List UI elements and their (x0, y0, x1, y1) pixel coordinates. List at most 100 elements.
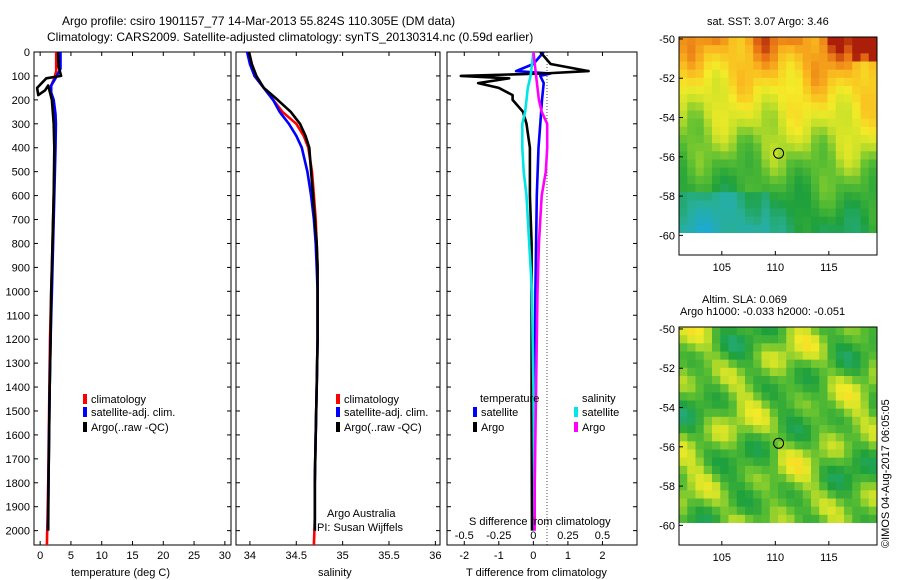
figure-title-line2: Climatology: CARS2009. Satellite-adjuste… (47, 30, 533, 44)
difference-depth-ticks (447, 51, 637, 532)
heatmap-cell (852, 327, 862, 336)
heatmap-cell (679, 457, 688, 467)
heatmap-cell (728, 143, 738, 152)
heatmap-cell (769, 167, 779, 177)
heatmap-cell (860, 408, 870, 418)
heatmap-cell (753, 94, 763, 103)
heatmap-cell (712, 416, 721, 426)
heatmap-cell (827, 482, 837, 491)
heatmap-cell (778, 367, 787, 377)
heatmap-cell (778, 216, 787, 226)
heatmap-cell (695, 37, 705, 46)
heatmap-cell (827, 351, 837, 361)
heatmap-cell (868, 224, 877, 233)
heatmap-cell (736, 351, 746, 361)
heatmap-cell (860, 465, 870, 475)
heatmap-cell (736, 367, 746, 377)
heatmap-cell (811, 61, 820, 71)
heatmap-cell (712, 457, 721, 467)
heatmap-cell (728, 514, 738, 523)
heatmap-cell (844, 416, 853, 426)
heatmap-cell (852, 408, 862, 418)
heatmap-cell (769, 126, 779, 136)
heatmap-cell (852, 400, 862, 410)
heatmap-cell (687, 400, 697, 410)
heatmap-cell (712, 482, 721, 491)
heatmap-cell (819, 400, 829, 410)
heatmap-cell (835, 143, 845, 152)
heatmap-cell (794, 77, 804, 87)
argo-position-marker (773, 147, 785, 159)
heatmap-cell (720, 37, 730, 46)
heatmap-cell (687, 184, 697, 193)
heatmap-cell (753, 343, 763, 353)
heatmap-cell (778, 327, 787, 336)
heatmap-cell (745, 498, 754, 508)
heatmap-cell (827, 465, 837, 475)
heatmap-cell (786, 61, 796, 71)
salinity-axes-frame (235, 51, 441, 546)
heatmap-cell (802, 343, 812, 353)
heatmap-cell (712, 37, 721, 46)
heatmap-cell (720, 416, 730, 426)
depth-tick-label: 1300 (6, 358, 30, 370)
heatmap-cell (852, 416, 862, 426)
heatmap-cell (703, 457, 713, 467)
heatmap-cell (778, 359, 787, 369)
heatmap-cell (736, 457, 746, 467)
heatmap-cell (802, 335, 812, 344)
heatmap-cell (860, 416, 870, 426)
heatmap-cell (720, 449, 730, 459)
heatmap-cell (827, 192, 837, 201)
heatmap-cell (679, 69, 688, 79)
heatmap-cell (679, 175, 688, 185)
heatmap-cell (728, 224, 738, 233)
heatmap-cell (819, 359, 829, 369)
heatmap-cell (827, 514, 837, 523)
heatmap-cell (819, 110, 829, 120)
heatmap-cell (835, 94, 845, 103)
heatmap-cell (736, 343, 746, 353)
heatmap-cell (712, 335, 721, 344)
heatmap-cell (695, 514, 705, 523)
t-difference-label: T difference from climatology (466, 567, 607, 579)
heatmap-cell (835, 102, 845, 112)
heatmap-cell (860, 118, 870, 128)
heatmap-cell (827, 151, 837, 161)
heatmap-cell (695, 200, 705, 210)
legend-swatch-s-argo (574, 422, 578, 432)
heatmap-cell (720, 216, 730, 226)
heatmap-cell (695, 118, 705, 128)
depth-tick-label: 200 (12, 95, 30, 107)
heatmap-cell (852, 53, 862, 63)
heatmap-cell (753, 102, 763, 112)
heatmap-cell (802, 482, 812, 491)
heatmap-cell (761, 216, 771, 226)
heatmap-cell (819, 86, 829, 95)
depth-axis: 0 100 200 300 400 500 600 700 800 900 1000 1100 1200… (6, 47, 231, 538)
heatmap-cell (695, 392, 705, 402)
heatmap-cell (703, 118, 713, 128)
depth-tick-label: 2000 (6, 526, 30, 538)
heatmap-cell (844, 408, 853, 418)
heatmap-cell (703, 392, 713, 402)
heatmap-cell (712, 392, 721, 402)
heatmap-cell (778, 457, 787, 467)
heatmap-cell (695, 224, 705, 233)
heatmap-cell (835, 359, 845, 369)
depth-tick-label: 300 (12, 119, 30, 131)
heatmap-cell (852, 425, 862, 434)
heatmap-cell (712, 61, 721, 71)
heatmap-cell (819, 441, 829, 451)
heatmap-cell (736, 53, 746, 63)
heatmap-cell (835, 351, 845, 361)
heatmap-cell (844, 110, 853, 120)
heatmap-cell (827, 327, 837, 336)
heatmap-cell (868, 514, 877, 523)
heatmap-cell (860, 126, 870, 136)
heatmap-cell (794, 416, 804, 426)
heatmap-cell (728, 506, 738, 516)
heatmap-cell (844, 37, 853, 46)
heatmap-cell (761, 367, 771, 377)
heatmap-cell (687, 490, 697, 500)
